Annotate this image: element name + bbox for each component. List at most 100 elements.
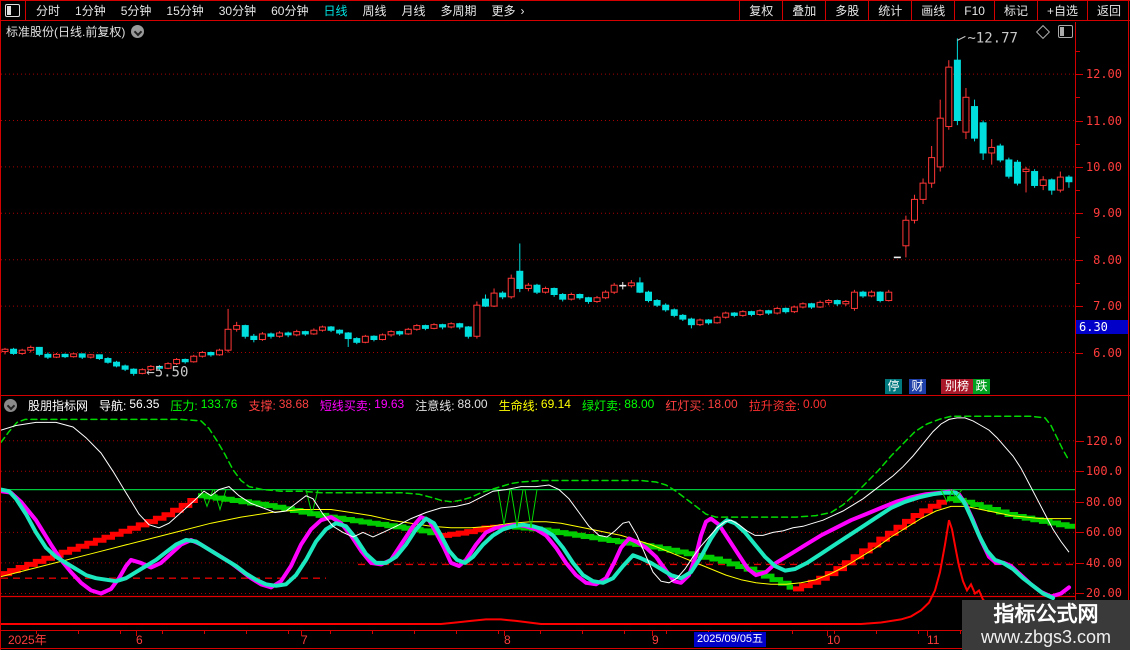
indicator-header: 股朋指标网 导航: 56.35 压力: 133.76 支撑: 38.68 短线买卖: 19.6… — [0, 397, 1078, 414]
chart-titlebar: 标准股份(日线.前复权) — [6, 23, 145, 39]
date-tick-minor — [876, 631, 877, 634]
window-border-left — [0, 0, 1, 650]
action-item-4[interactable]: 画线 — [911, 1, 954, 20]
date-tick-minor — [372, 631, 373, 634]
axis-tick — [1076, 260, 1083, 261]
action-item-1[interactable]: 叠加 — [782, 1, 825, 20]
period-item-7[interactable]: 周线 — [362, 4, 387, 18]
date-tick-minor — [792, 631, 793, 634]
last-price-tag: 6.30 — [1076, 320, 1128, 334]
indicator-axis-label-1: 100.0 — [1085, 464, 1122, 478]
axis-tick — [1076, 471, 1084, 472]
watermark: 指标公式网 www.zbgs3.com — [962, 600, 1130, 650]
date-tick-minor — [330, 631, 331, 634]
axis-border — [1075, 22, 1076, 648]
indicator-field-label: 注意线: — [415, 399, 455, 413]
date-tick — [504, 631, 505, 636]
period-item-3[interactable]: 15分钟 — [166, 4, 204, 18]
selected-date-tag: 2025/09/05五 — [694, 632, 767, 647]
indicator-axis-label-3: 60.00 — [1085, 525, 1122, 539]
price-label-4: 8.00 — [1093, 253, 1122, 267]
low-annotation: ←5.50 — [146, 365, 188, 381]
month-label-4[interactable]: 10 — [827, 633, 841, 647]
action-item-3[interactable]: 统计 — [868, 1, 911, 20]
axis-tick-minor — [1076, 283, 1080, 284]
indicator-field-value: 38.68 — [278, 397, 309, 411]
action-item-8[interactable]: 返回 — [1086, 1, 1130, 20]
window-border-right — [1128, 0, 1129, 650]
indicator-field-1: 压力: 133.76 — [170, 397, 237, 414]
period-item-10[interactable]: 更多 — [491, 4, 516, 18]
collapse-indicator-icon[interactable] — [4, 399, 17, 412]
axis-tick — [1076, 306, 1083, 307]
action-item-2[interactable]: 多股 — [825, 1, 868, 20]
axis-tick — [1076, 121, 1083, 122]
axis-tick — [1076, 441, 1084, 442]
indicator-field-label: 绿灯卖: — [581, 399, 622, 413]
panel-layout-icon — [5, 4, 20, 17]
indicator-field-value: 88.00 — [624, 397, 655, 411]
indicator-axis-label-5: 20.00 — [1085, 586, 1122, 600]
period-item-8[interactable]: 月线 — [401, 4, 426, 18]
watermark-url: www.zbgs3.com — [980, 627, 1112, 647]
stock-tag-2[interactable]: 别榜 — [941, 379, 973, 394]
indicator-field-value: 69.14 — [540, 397, 571, 411]
indicator-chart[interactable] — [1, 415, 1075, 630]
indicator-field-4: 注意线: 88.00 — [415, 397, 487, 414]
indicator-axis-label-2: 80.00 — [1085, 495, 1122, 509]
period-item-6[interactable]: 日线 — [323, 4, 348, 18]
date-tick-minor — [414, 631, 415, 634]
period-item-2[interactable]: 5分钟 — [120, 4, 152, 18]
indicator-field-5: 生命线: 69.14 — [499, 397, 571, 414]
indicator-field-value: 0.00 — [803, 397, 827, 411]
stock-title: 标准股份(日线.前复权) — [6, 24, 126, 39]
indicator-field-3: 短线买卖: 19.63 — [320, 397, 404, 414]
indicator-axis-label-0: 120.0 — [1085, 434, 1122, 448]
action-item-6[interactable]: 标记 — [993, 1, 1037, 20]
period-item-1[interactable]: 1分钟 — [75, 4, 106, 18]
axis-tick — [1076, 502, 1084, 503]
high-annotation: ~12.77 — [967, 30, 1018, 46]
date-tick-minor — [246, 631, 247, 634]
indicator-field-label: 拉升资金: — [748, 399, 801, 413]
indicator-field-label: 短线买卖: — [319, 399, 372, 413]
price-label-3: 9.00 — [1093, 206, 1122, 220]
date-tick — [301, 631, 302, 636]
month-label-5[interactable]: 11 — [927, 633, 940, 647]
divider — [0, 630, 1130, 631]
stock-tag-0[interactable]: 停 — [885, 379, 902, 394]
corner-icons — [1035, 24, 1073, 39]
month-label-0[interactable]: 6 — [136, 633, 143, 647]
indicator-field-7: 红灯买: 18.00 — [665, 397, 737, 414]
period-item-5[interactable]: 60分钟 — [271, 4, 309, 18]
month-label-1[interactable]: 7 — [301, 633, 308, 647]
date-tick-minor — [666, 631, 667, 634]
action-item-7[interactable]: +自选 — [1036, 1, 1087, 20]
more-arrow-icon[interactable]: › — [520, 3, 525, 18]
main-candlestick-chart[interactable]: ~12.77 ←5.50 — [1, 22, 1075, 395]
indicator-field-label: 导航: — [99, 399, 127, 413]
date-tick-minor — [918, 631, 919, 634]
period-item-4[interactable]: 30分钟 — [218, 4, 257, 18]
date-tick-minor — [120, 631, 121, 634]
sidebar-toggle-button[interactable] — [0, 1, 26, 20]
month-label-3[interactable]: 9 — [652, 633, 659, 647]
axis-tick-minor — [1076, 190, 1080, 191]
indicator-field-value: 18.00 — [707, 397, 738, 411]
chevron-down-icon[interactable] — [131, 24, 145, 38]
axis-tick-minor — [1076, 237, 1080, 238]
action-item-0[interactable]: 复权 — [739, 1, 782, 20]
axis-tick-minor — [1076, 97, 1080, 98]
date-tick-minor — [78, 631, 79, 634]
stock-tag-1[interactable]: 财 — [909, 379, 926, 394]
action-item-5[interactable]: F10 — [954, 1, 994, 20]
month-label-2[interactable]: 8 — [504, 633, 511, 647]
axis-tick-minor — [1076, 51, 1080, 52]
panel-layout-icon-2[interactable] — [1058, 25, 1073, 38]
period-item-0[interactable]: 分时 — [36, 4, 61, 18]
divider — [0, 648, 1130, 649]
stock-tag-3[interactable]: 跌 — [973, 379, 990, 394]
watermark-title: 指标公式网 — [993, 603, 1099, 626]
axis-tick-minor — [1076, 144, 1080, 145]
period-item-9[interactable]: 多周期 — [440, 4, 477, 18]
